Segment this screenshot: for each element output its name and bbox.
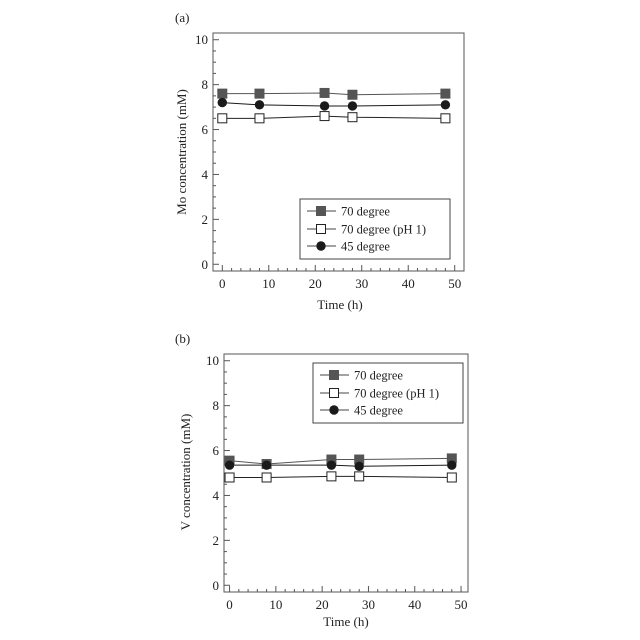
data-point-a-2-1 <box>255 100 264 109</box>
x-tick-label: 50 <box>455 597 468 612</box>
data-point-b-2-4 <box>447 460 456 469</box>
legend-marker-filled-circle <box>329 405 338 414</box>
x-axis-label-a: Time (h) <box>317 297 362 312</box>
y-tick-label: 6 <box>213 443 220 458</box>
x-tick-label: 20 <box>316 597 329 612</box>
legend-marker-filled-circle <box>316 241 325 250</box>
legend-label: 70 degree (pH 1) <box>354 387 439 401</box>
x-tick-label: 30 <box>355 276 368 291</box>
data-point-b-1-2 <box>327 472 336 481</box>
x-tick-label: 30 <box>362 597 375 612</box>
x-axis-label-b: Time (h) <box>323 614 368 629</box>
legend-marker-filled-square <box>330 371 339 380</box>
x-tick-label: 10 <box>269 597 282 612</box>
data-point-a-0-2 <box>320 88 329 97</box>
data-point-a-1-1 <box>255 114 264 123</box>
panel-a: (a) Time (h) Mo concentration (mM) 01020… <box>174 10 464 312</box>
y-tick-label: 8 <box>213 398 220 413</box>
y-axis-label-b: V concentration (mM) <box>178 414 193 531</box>
legend-label: 45 degree <box>354 404 403 418</box>
panel-label-a: (a) <box>175 10 189 25</box>
legend-label: 70 degree <box>341 205 390 219</box>
legend-label: 70 degree <box>354 369 403 383</box>
y-tick-label: 6 <box>202 122 209 137</box>
data-point-a-2-4 <box>441 100 450 109</box>
data-point-a-0-4 <box>441 89 450 98</box>
x-tick-label: 50 <box>448 276 461 291</box>
legend-label: 45 degree <box>341 240 390 254</box>
data-point-a-2-0 <box>218 98 227 107</box>
panel-label-b: (b) <box>175 331 190 346</box>
y-tick-label: 4 <box>213 488 220 503</box>
y-tick-label: 0 <box>202 257 209 272</box>
data-point-b-2-3 <box>354 462 363 471</box>
data-point-b-1-4 <box>447 473 456 482</box>
data-point-b-2-0 <box>225 460 234 469</box>
data-point-a-0-0 <box>218 89 227 98</box>
x-tick-label: 0 <box>219 276 226 291</box>
legend-marker-open-square <box>317 225 326 234</box>
data-point-a-1-0 <box>218 114 227 123</box>
panel-b: (b) Time (h) V concentration (mM) 010203… <box>175 331 468 629</box>
legend-marker-filled-square <box>317 207 326 216</box>
x-tick-label: 40 <box>402 276 415 291</box>
x-tick-label: 40 <box>408 597 421 612</box>
y-tick-label: 2 <box>213 533 220 548</box>
data-point-b-1-1 <box>262 473 271 482</box>
data-point-b-1-3 <box>355 472 364 481</box>
legend-marker-open-square <box>330 389 339 398</box>
data-point-b-2-1 <box>262 460 271 469</box>
x-tick-label: 0 <box>226 597 233 612</box>
data-point-a-2-3 <box>348 101 357 110</box>
series-layer-a <box>218 88 451 122</box>
data-point-a-1-4 <box>441 114 450 123</box>
data-point-a-1-3 <box>348 113 357 122</box>
data-point-b-1-0 <box>225 473 234 482</box>
y-tick-label: 10 <box>206 353 219 368</box>
data-point-a-0-1 <box>255 89 264 98</box>
y-axis-label-a: Mo concentration (mM) <box>174 89 189 215</box>
data-point-a-0-3 <box>348 90 357 99</box>
y-tick-label: 8 <box>202 77 209 92</box>
y-tick-label: 10 <box>195 32 208 47</box>
data-point-b-2-2 <box>327 460 336 469</box>
y-tick-label: 4 <box>202 167 209 182</box>
legend-a: 70 degree 70 degree (pH 1) 45 degree <box>300 199 450 259</box>
legend-b: 70 degree 70 degree (pH 1) 45 degree <box>313 363 463 423</box>
data-point-a-1-2 <box>320 112 329 121</box>
legend-label: 70 degree (pH 1) <box>341 223 426 237</box>
y-tick-label: 2 <box>202 212 209 227</box>
x-tick-label: 20 <box>309 276 322 291</box>
y-tick-label: 0 <box>213 578 220 593</box>
x-tick-label: 10 <box>262 276 275 291</box>
data-point-a-2-2 <box>320 101 329 110</box>
series-layer-b <box>225 454 457 482</box>
